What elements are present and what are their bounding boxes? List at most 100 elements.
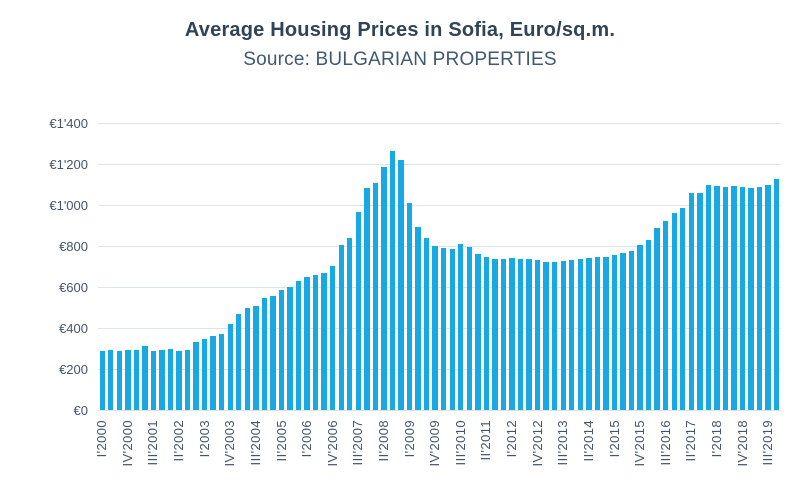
bar: [680, 208, 686, 410]
bar: [551, 262, 558, 410]
bar: [142, 345, 148, 410]
bar: [645, 240, 652, 410]
x-axis-tick-label: IV'2003: [222, 420, 238, 467]
y-axis-tick-label: €1'400: [49, 115, 88, 131]
bar: [500, 258, 507, 410]
bar: [765, 184, 771, 410]
bar: [167, 349, 174, 410]
x-axis-tick-label: III'2016: [657, 420, 673, 466]
gridline: [98, 409, 781, 411]
bar: [449, 249, 455, 410]
bar: [432, 245, 438, 410]
bar: [219, 333, 225, 410]
x-axis-labels: I'2000 IV'2000 III'2001 II'2002 I'2003 IV'200…: [94, 420, 781, 497]
x-axis-tick-label: III'2013: [555, 420, 571, 466]
bar: [227, 323, 233, 410]
x-axis-tick-label: I'2012: [504, 420, 520, 458]
bar: [526, 259, 532, 410]
x-axis-tick-label: III'2007: [350, 420, 366, 466]
bar: [150, 350, 157, 410]
gridline: [98, 245, 781, 247]
bar: [475, 254, 481, 410]
bar: [603, 256, 609, 410]
y-axis-tick-label: €1'000: [49, 197, 88, 213]
bar: [586, 258, 592, 410]
bar: [201, 338, 208, 410]
y-axis-tick-label: €1'200: [49, 156, 88, 172]
bar: [108, 350, 114, 410]
bar: [338, 244, 344, 410]
bar: [372, 183, 379, 410]
bar: [116, 351, 122, 410]
x-axis-tick-label: IV'2006: [324, 420, 340, 467]
x-axis-tick-label: II'2002: [171, 420, 187, 462]
bar: [654, 227, 660, 410]
bar: [492, 258, 498, 410]
gridline: [98, 368, 781, 370]
x-axis-tick-label: II'2005: [273, 420, 289, 462]
bar: [773, 178, 780, 410]
bar: [347, 237, 353, 410]
bar: [577, 258, 583, 410]
bar: [534, 260, 541, 410]
gridline: [98, 327, 781, 329]
bar: [295, 280, 302, 410]
bar: [756, 186, 763, 410]
bar: [176, 351, 182, 410]
x-axis-tick-label: IV'2009: [427, 420, 443, 467]
x-axis-tick-label: I'2006: [299, 420, 315, 458]
y-axis-tick-label: €400: [59, 320, 88, 336]
x-axis-tick-label: I'2015: [606, 420, 622, 458]
bar: [688, 193, 694, 410]
x-axis-tick-label: IV'2012: [529, 420, 545, 467]
bar: [321, 272, 327, 410]
bar: [261, 298, 268, 410]
bar: [697, 193, 703, 410]
x-axis-tick-label: I'2003: [196, 420, 212, 458]
bar: [705, 184, 712, 410]
bar: [466, 246, 472, 410]
bar: [594, 257, 601, 410]
bar: [330, 266, 336, 410]
bar: [287, 286, 293, 410]
bar: [628, 250, 635, 410]
x-axis-tick-label: III'2019: [760, 420, 776, 466]
x-axis-tick-label: II'2008: [376, 420, 391, 462]
y-axis-tick-label: €0: [73, 402, 88, 418]
y-axis-tick-label: €600: [59, 279, 88, 295]
x-axis-tick-label: I'2009: [401, 420, 417, 458]
y-axis-tick-label: €800: [59, 238, 88, 254]
bar: [739, 186, 746, 410]
gridline: [98, 204, 781, 206]
bar: [517, 258, 524, 410]
bar: [671, 212, 677, 410]
bar: [312, 274, 319, 410]
bar: [193, 341, 199, 410]
gridline: [98, 286, 781, 288]
bar: [569, 260, 575, 410]
bar: [381, 167, 387, 410]
x-axis-tick-label: IV'2015: [632, 420, 648, 467]
x-axis-tick-label: III'2010: [452, 420, 468, 466]
chart-title: Average Housing Prices in Sofia, Euro/sq…: [184, 19, 616, 41]
y-axis-labels: €1'400 €1'200 €1'000 €800 €600 €400 €200 €0: [0, 116, 88, 418]
bar: [637, 244, 643, 410]
bar: [210, 336, 216, 410]
bar: [364, 188, 370, 410]
y-axis-tick-label: €200: [59, 361, 88, 377]
bar: [620, 253, 626, 410]
bar: [560, 260, 566, 410]
bar: [406, 202, 413, 410]
x-axis-tick-label: II'2011: [478, 420, 494, 461]
x-axis-tick-label: II'2014: [580, 420, 596, 462]
bar: [662, 220, 669, 410]
x-axis-tick-label: IV'2018: [734, 420, 750, 467]
bar: [270, 295, 276, 410]
chart-subtitle: Source: BULGARIAN PROPERTIES: [243, 49, 557, 70]
bar: [304, 276, 310, 410]
bar: [398, 159, 404, 410]
x-axis-tick-label: I'2000: [94, 420, 110, 458]
bar: [483, 257, 490, 410]
bar: [611, 255, 618, 410]
